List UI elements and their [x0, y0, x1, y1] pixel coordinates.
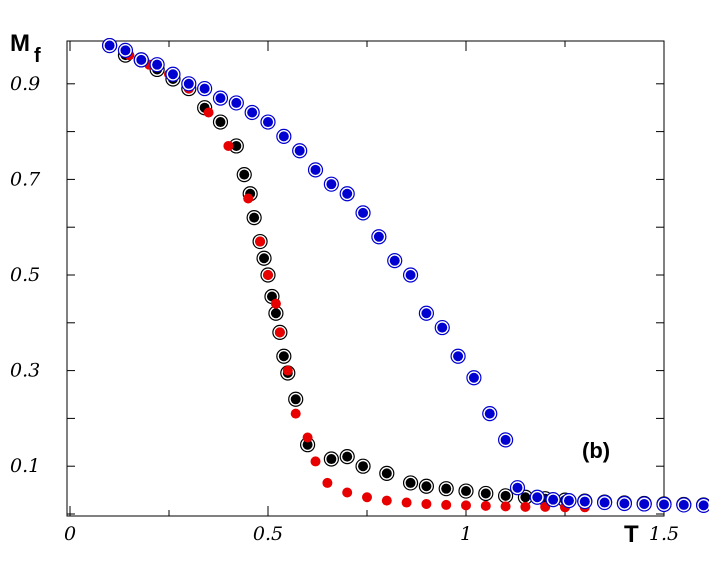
black-data-point-core [520, 492, 531, 503]
red-data-point [520, 501, 531, 512]
blue-data-point-core [278, 131, 289, 142]
blue-data-point-core [358, 207, 369, 218]
red-data-point [302, 432, 313, 443]
blue-data-point-core [453, 351, 464, 362]
red-data-point [461, 500, 471, 511]
black-data-point-core [326, 454, 337, 465]
blue-data-point-core [639, 498, 650, 509]
red-data-point [441, 499, 452, 510]
red-data-point [282, 365, 293, 376]
red-data-point [322, 477, 333, 488]
blue-data-point-core [167, 69, 178, 80]
red-data-point [255, 236, 266, 247]
black-data-point-core [270, 308, 281, 319]
blue-data-point-core [183, 78, 194, 89]
black-data-point-core [231, 140, 242, 151]
black-data-point-core [302, 439, 313, 450]
blue-data-point-core [342, 188, 353, 199]
black-data-point-core [500, 490, 511, 501]
red-data-point [381, 495, 392, 506]
black-data-point-core [249, 212, 260, 223]
black-data-point-core [239, 169, 250, 180]
y-tick-label: 0.5 [10, 264, 40, 286]
black-data-point-core [461, 486, 471, 497]
blue-data-point-core [405, 270, 416, 280]
blue-data-point-core [231, 97, 242, 108]
red-data-point [342, 487, 353, 498]
blue-data-point-core [579, 496, 590, 507]
panel-label: (b) [582, 438, 610, 463]
y-tick-label: 0.3 [10, 360, 40, 382]
blue-data-point-core [532, 492, 543, 503]
x-axis-title: T [624, 521, 639, 548]
y-tick-labels: 0.1 0.3 0.5 0.7 0.9 [10, 73, 41, 477]
blue-data-point-core [247, 107, 258, 118]
blue-data-point-core [484, 408, 495, 419]
blue-data-point-core [310, 164, 321, 175]
blue-data-point-core [326, 179, 337, 190]
blue-data-point-core [136, 54, 147, 65]
black-data-point-core [381, 468, 392, 479]
blue-data-point-core [512, 482, 523, 493]
red-data-point [270, 298, 281, 309]
blue-data-point-core [659, 499, 669, 510]
red-data-point [263, 270, 273, 280]
black-data-point-core [405, 477, 416, 488]
blue-data-point-core [373, 231, 384, 242]
blue-data-point-core [437, 322, 448, 333]
red-data-point [401, 497, 412, 508]
blue-data-point-core [548, 494, 559, 505]
x-tick-labels: 00.511.522.5 [64, 523, 679, 545]
blue-data-point-core [599, 497, 610, 508]
red-data-point [290, 408, 301, 419]
black-data-point-core [278, 351, 289, 362]
x-tick-label: 0.5 [253, 523, 283, 545]
blue-data-point-core [294, 145, 305, 156]
blue-data-point-core [263, 117, 273, 128]
blue-data-point-core [468, 372, 479, 383]
red-data-point [310, 456, 321, 467]
x-tick-label: 0 [64, 523, 76, 545]
blue-data-point-core [104, 40, 115, 51]
red-data-point [203, 107, 214, 118]
x-tick-label: 1 [460, 523, 472, 545]
y-tick-label: 0.1 [10, 455, 40, 477]
data-points [101, 37, 709, 513]
x-tick-label: 1.5 [649, 523, 679, 545]
black-data-point-core [342, 451, 353, 462]
plot-frame [66, 40, 665, 517]
black-data-point-core [215, 117, 226, 128]
red-data-point [243, 193, 254, 204]
black-data-point-core [290, 394, 301, 405]
red-data-point [362, 492, 372, 503]
black-data-point-core [441, 483, 452, 494]
black-data-point-core [421, 481, 432, 492]
red-data-point [480, 500, 491, 511]
black-data-point-core [480, 488, 491, 499]
y-axis-title-subscript: f [34, 45, 41, 67]
blue-data-point-core [199, 83, 210, 94]
blue-data-point-core [563, 495, 574, 506]
blue-data-point-core [215, 93, 226, 104]
y-tick-label: 0.9 [10, 73, 40, 95]
red-data-point [421, 498, 432, 509]
red-data-point [274, 327, 285, 338]
y-axis-title: M [10, 30, 30, 57]
black-data-point-core [259, 253, 270, 264]
blue-data-point-core [619, 498, 630, 509]
blue-data-point-core [698, 500, 709, 511]
blue-data-point-core [152, 59, 163, 70]
blue-data-point-core [678, 499, 689, 510]
red-data-point [500, 501, 511, 512]
red-data-point [223, 140, 234, 151]
blue-data-point-core [120, 45, 131, 56]
blue-data-point-core [421, 308, 432, 319]
blue-data-point-core [389, 255, 400, 266]
black-data-point-core [358, 461, 369, 472]
blue-data-point-core [500, 434, 511, 445]
y-tick-label: 0.7 [10, 168, 41, 190]
